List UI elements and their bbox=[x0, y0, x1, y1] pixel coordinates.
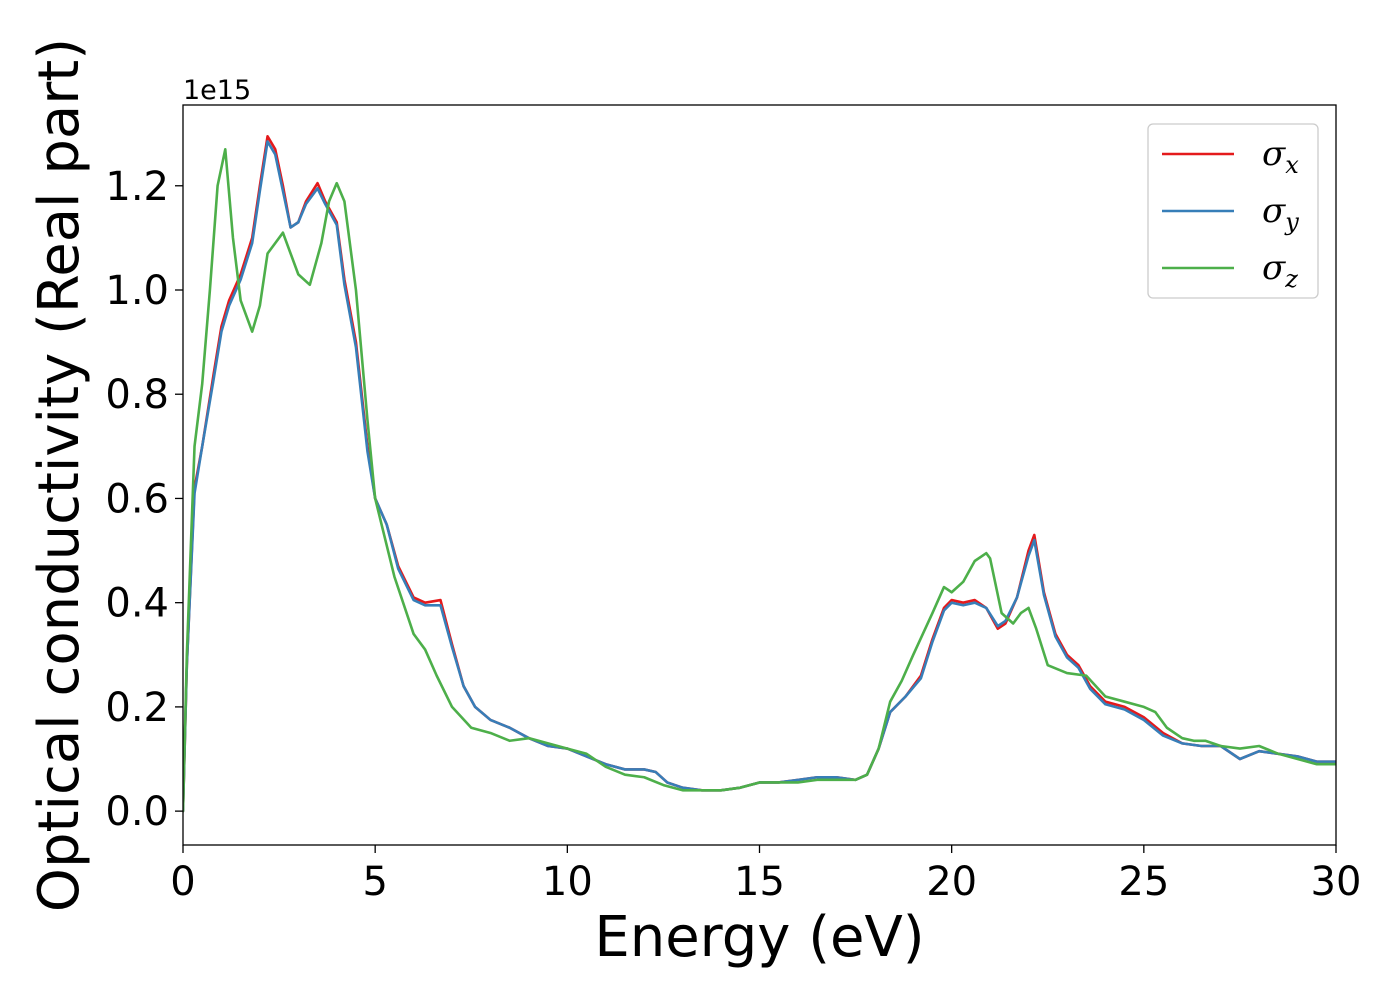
y-offset-label: 1e15 bbox=[183, 75, 251, 106]
legend-symbol: σ bbox=[1262, 134, 1286, 174]
legend-label-x: σx bbox=[1262, 134, 1299, 179]
legend-label-z: σz bbox=[1262, 248, 1298, 293]
y-tick-label: 0.0 bbox=[105, 789, 169, 835]
x-tick-label: 25 bbox=[1118, 859, 1169, 905]
y-tick-label: 0.4 bbox=[105, 581, 169, 627]
x-tick-label: 10 bbox=[542, 859, 593, 905]
x-axis-title: Energy (eV) bbox=[594, 905, 924, 970]
legend-symbol: σ bbox=[1262, 248, 1286, 288]
legend-symbol: σ bbox=[1262, 191, 1286, 231]
legend-subscript: y bbox=[1284, 208, 1299, 236]
series-line-y bbox=[183, 140, 1336, 813]
y-tick-label: 1.2 bbox=[105, 164, 169, 210]
x-tick-label: 5 bbox=[362, 859, 387, 905]
y-tick-label: 0.8 bbox=[105, 372, 169, 418]
series-layer bbox=[183, 134, 1336, 813]
y-tick-label: 0.2 bbox=[105, 685, 169, 731]
x-tick-label: 30 bbox=[1311, 859, 1362, 905]
legend-subscript: z bbox=[1284, 265, 1298, 293]
legend-label-y: σy bbox=[1262, 191, 1299, 236]
y-tick-label: 1.0 bbox=[105, 268, 169, 314]
x-tick-label: 0 bbox=[170, 859, 195, 905]
y-tick-label: 0.6 bbox=[105, 476, 169, 522]
legend-subscript: x bbox=[1285, 151, 1299, 179]
y-axis: 0.0 0.2 0.4 0.6 0.8 1.0 1.2 bbox=[105, 164, 183, 835]
series-line-z bbox=[183, 148, 1336, 813]
x-tick-label: 15 bbox=[734, 859, 785, 905]
x-tick-label: 20 bbox=[926, 859, 977, 905]
x-axis: 0 5 10 15 20 25 30 bbox=[170, 845, 1361, 905]
y-axis-title: Optical conductivity (Real part) bbox=[27, 38, 92, 912]
